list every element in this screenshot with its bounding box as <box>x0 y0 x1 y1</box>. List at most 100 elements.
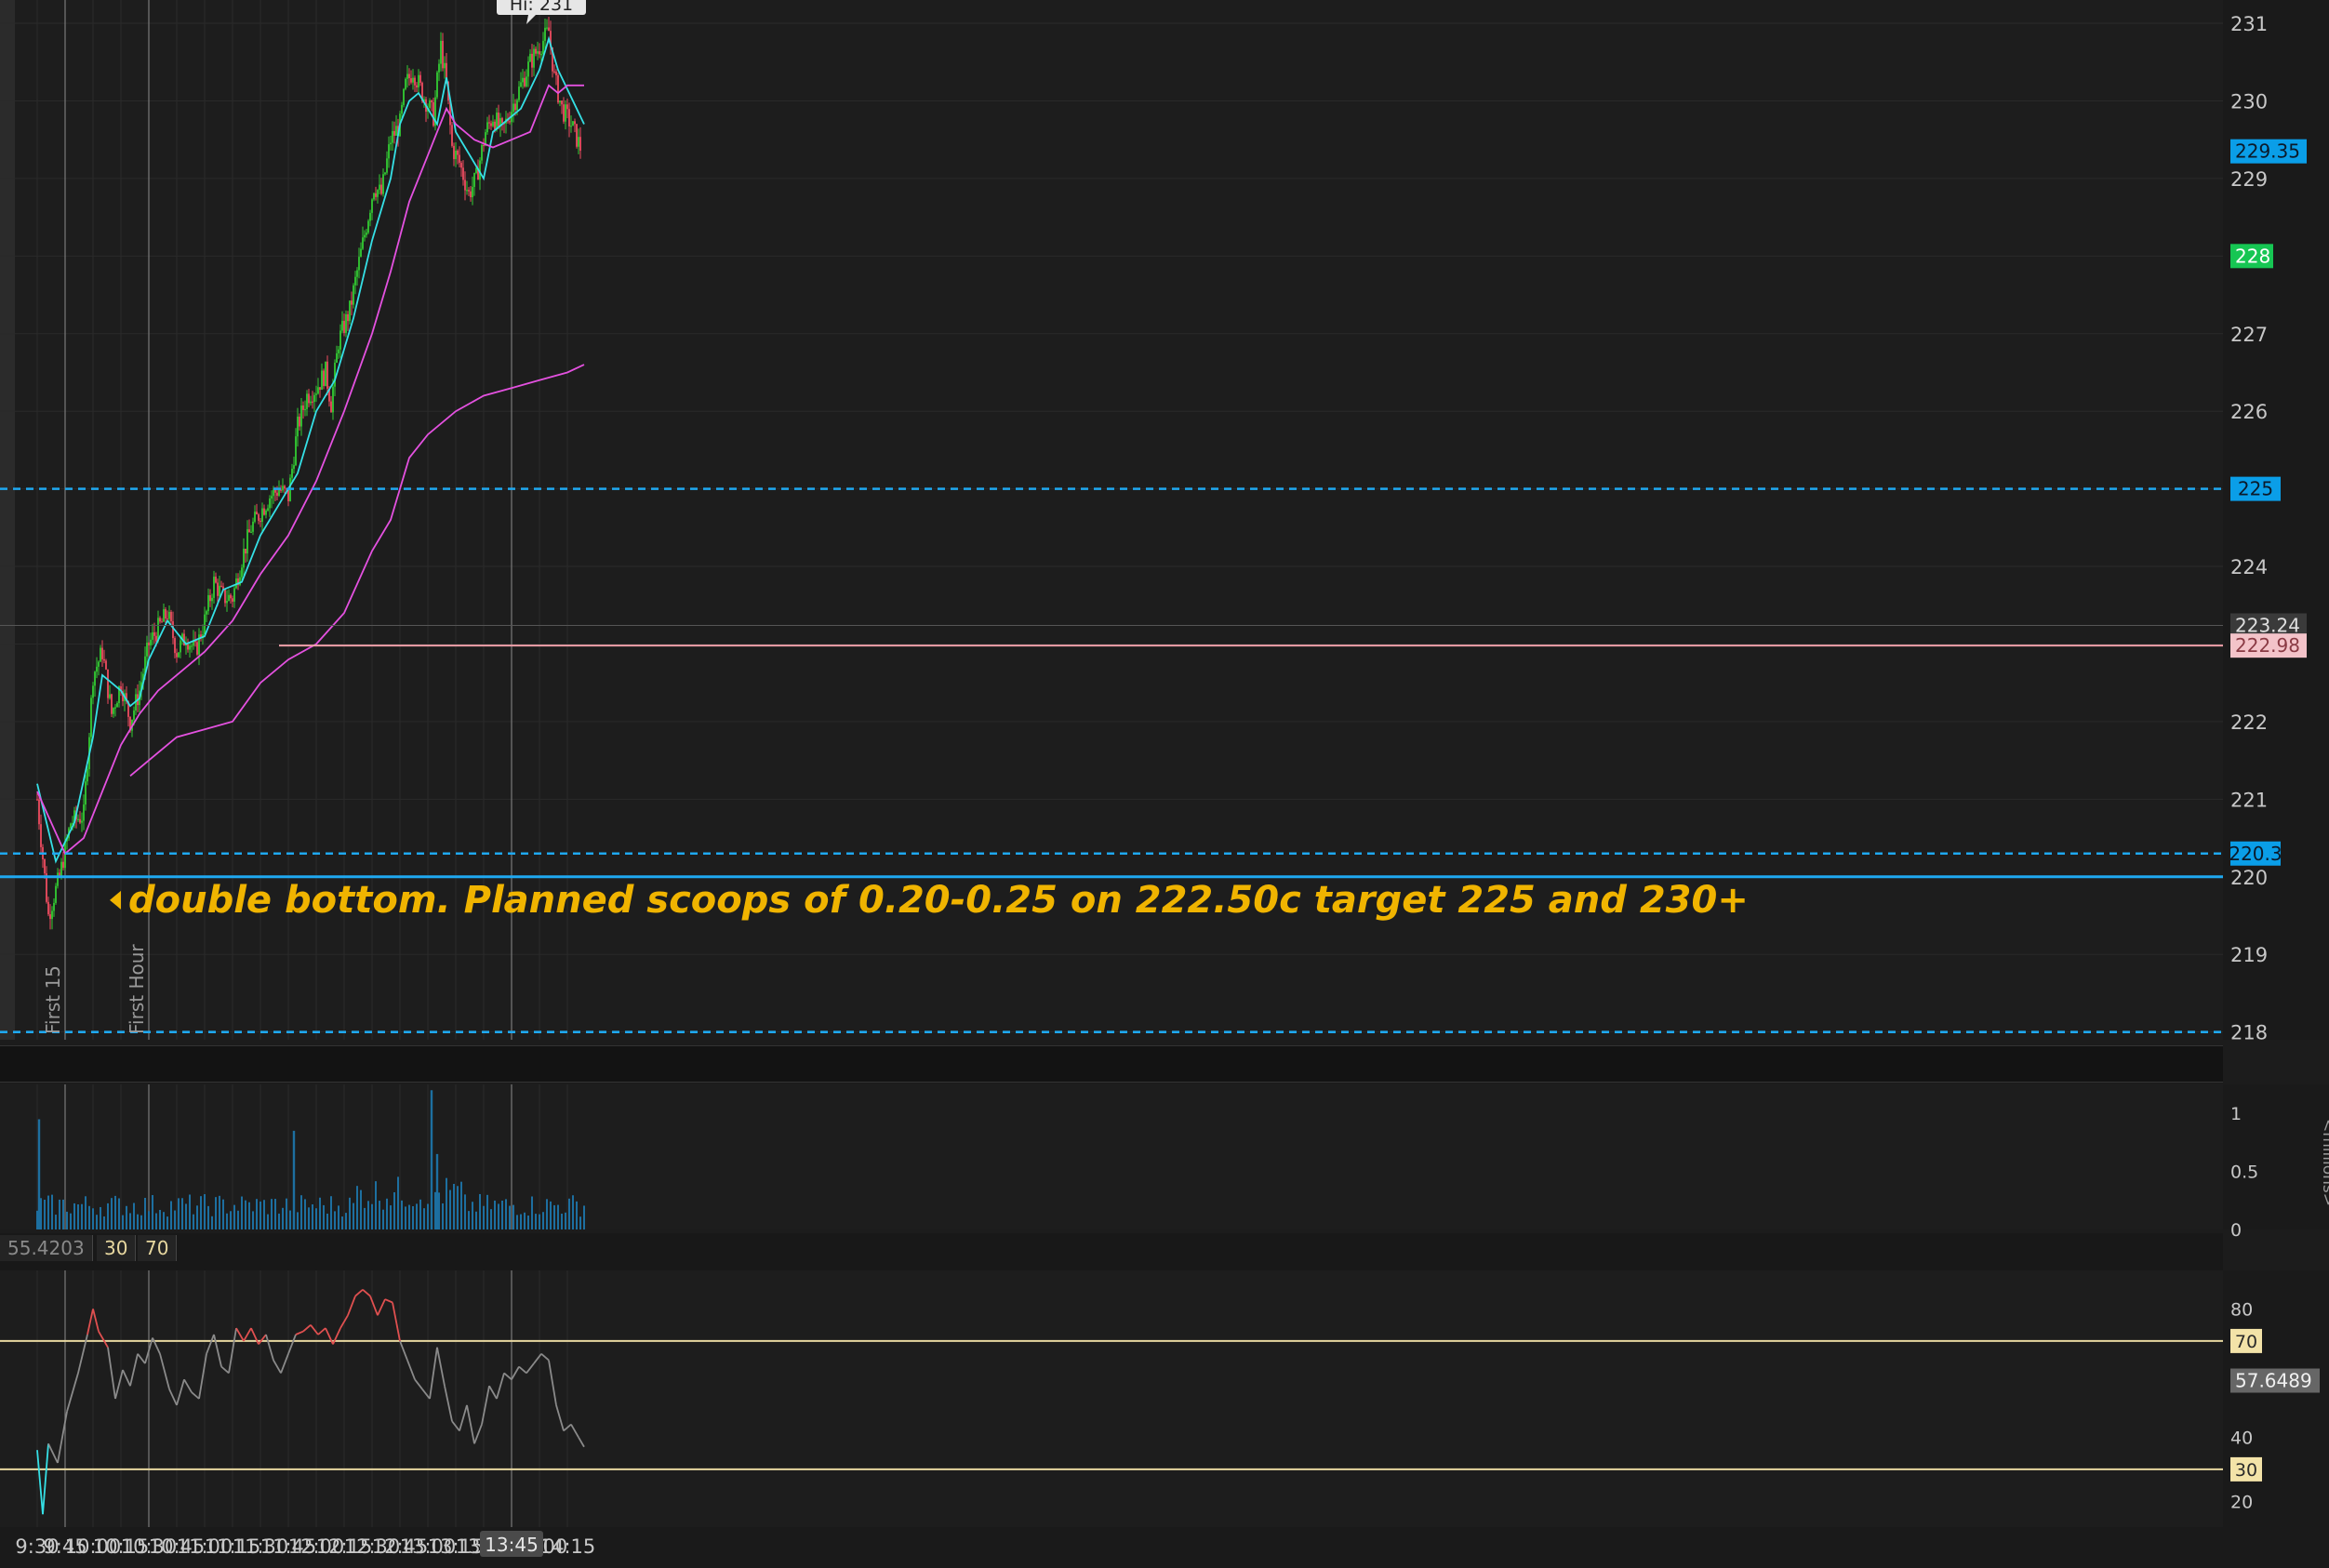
candle-body <box>113 708 114 714</box>
candle-body <box>72 823 73 825</box>
time-tick-label: 11:15 <box>205 1535 261 1558</box>
rsi-band-badge-label: 30 <box>2235 1460 2257 1481</box>
candle-body <box>105 660 107 670</box>
rsi-oversold-setting[interactable]: 30 <box>97 1235 137 1261</box>
candle-body <box>522 77 524 83</box>
candle-body <box>278 489 280 497</box>
rsi-line-segment <box>533 1353 542 1364</box>
price-marker-badge-label: 229.35 <box>2235 140 2300 163</box>
candle-body <box>176 653 178 658</box>
candle-body <box>455 150 457 160</box>
rsi-line-segment <box>228 1327 237 1374</box>
candle-body <box>488 122 490 124</box>
rsi-line-segment <box>332 1327 341 1345</box>
price-tick-label: 226 <box>2230 401 2268 423</box>
rsi-current-value: 55.4203 <box>0 1235 93 1261</box>
candle-body <box>217 582 219 596</box>
rsi-line-segment <box>444 1386 453 1422</box>
candle-body <box>477 167 479 180</box>
candle-body <box>574 121 576 125</box>
candle-body <box>228 594 230 602</box>
candle-body <box>403 88 405 105</box>
moving-average-line <box>129 364 585 777</box>
rsi-line-segment <box>481 1386 490 1425</box>
candle-body <box>265 510 267 515</box>
rsi-line-segment <box>122 1369 131 1387</box>
candle-body <box>57 872 59 886</box>
candle-body <box>148 643 150 645</box>
rsi-overbought-setting[interactable]: 70 <box>138 1235 178 1261</box>
high-bubble-tail <box>526 15 536 24</box>
candle-body <box>153 631 155 636</box>
candle-body <box>576 124 578 147</box>
candle-body <box>323 370 325 387</box>
rsi-line-segment <box>503 1372 512 1380</box>
candle-body <box>150 639 152 645</box>
volume-tick-label: 0 <box>2230 1220 2242 1241</box>
candle-body <box>284 485 286 489</box>
price-marker-badge-label: 228 <box>2235 245 2270 267</box>
candle-body <box>334 362 336 387</box>
candle-body <box>304 408 306 411</box>
candle-body <box>120 685 122 692</box>
candle-body <box>563 104 565 122</box>
candle-body <box>256 512 258 515</box>
rsi-line-segment <box>129 1353 139 1387</box>
candle-body <box>300 405 302 427</box>
rsi-line-segment <box>107 1347 116 1400</box>
time-tick-label: 12:15 <box>316 1535 373 1558</box>
volume-panel[interactable] <box>0 1084 2223 1229</box>
price-tick-label: 230 <box>2230 90 2268 113</box>
candle-body <box>568 109 570 126</box>
rsi-line-segment <box>265 1334 274 1361</box>
candle-body <box>466 190 468 192</box>
candle-body <box>166 618 168 620</box>
candle-body <box>444 62 446 69</box>
rsi-line-segment <box>563 1423 572 1432</box>
candle-body <box>140 682 142 691</box>
rsi-line-segment <box>77 1334 88 1374</box>
rsi-line-segment <box>406 1360 416 1380</box>
rsi-band-badge <box>2230 1456 2262 1482</box>
candle-body <box>235 578 237 589</box>
rsi-line-segment <box>421 1389 431 1400</box>
candle-body <box>449 100 451 126</box>
time-axis[interactable] <box>0 1527 2329 1568</box>
rsi-band-badge-label: 70 <box>2235 1332 2257 1352</box>
candle-body <box>118 685 120 704</box>
candle-body <box>170 611 172 622</box>
candle-body <box>267 508 269 511</box>
candle-body <box>146 643 148 657</box>
price-panel[interactable] <box>0 0 2223 1040</box>
rsi-line-segment <box>258 1334 267 1345</box>
rsi-line-segment <box>451 1420 460 1432</box>
rsi-line-segment <box>243 1327 252 1342</box>
candle-body <box>390 142 392 145</box>
price-tick-label: 219 <box>2230 944 2268 966</box>
volume-axis[interactable] <box>2223 1084 2329 1229</box>
candle-body <box>401 104 403 114</box>
candle-body <box>375 193 377 197</box>
candle-body <box>271 496 273 499</box>
candle-body <box>406 73 408 79</box>
rsi-line-segment <box>384 1298 393 1304</box>
rsi-panel[interactable] <box>0 1270 2223 1527</box>
price-axis[interactable] <box>2223 0 2329 1040</box>
rsi-tick-label: 80 <box>2230 1299 2253 1320</box>
time-tick-label: 10:00 <box>65 1535 122 1558</box>
rsi-last-badge <box>2230 1368 2320 1393</box>
candle-body <box>163 609 165 622</box>
rsi-axis[interactable] <box>2223 1270 2329 1527</box>
candle-body <box>366 233 367 235</box>
candle-body <box>419 74 421 83</box>
candle-body <box>276 492 278 497</box>
candle-body <box>509 121 511 123</box>
candle-body <box>512 103 514 113</box>
rsi-line-segment <box>414 1378 423 1390</box>
rsi-line-segment <box>473 1424 483 1444</box>
candle-body <box>36 799 38 801</box>
rsi-line-segment <box>176 1379 185 1406</box>
candle-body <box>226 601 228 604</box>
candle-body <box>92 685 94 698</box>
